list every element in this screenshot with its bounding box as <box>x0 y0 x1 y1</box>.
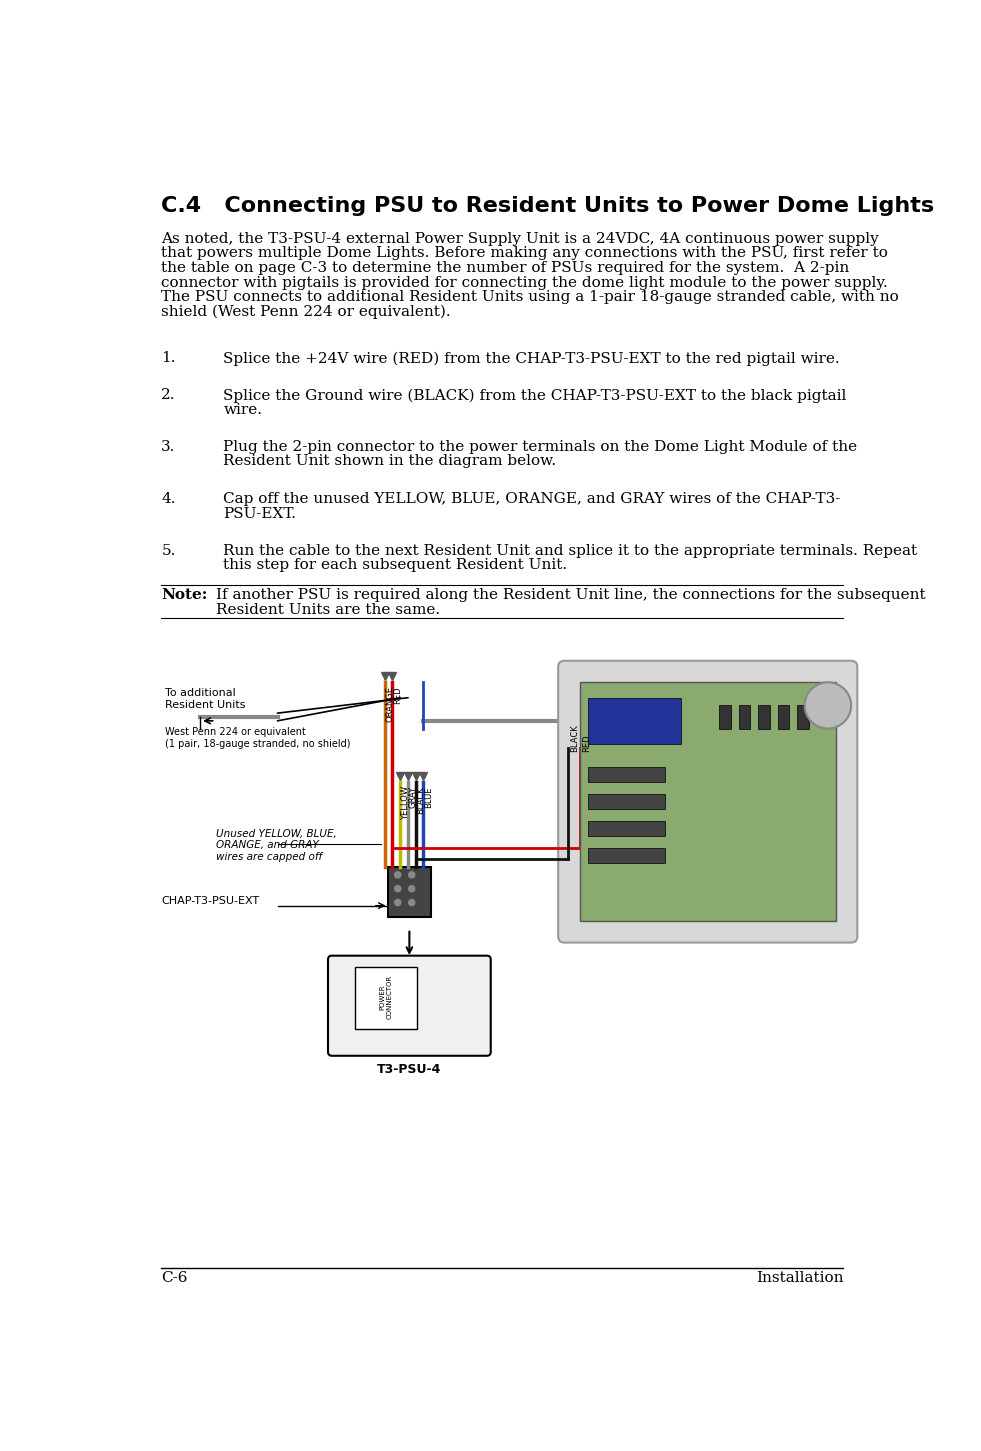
Bar <box>588 847 665 863</box>
Circle shape <box>409 872 415 878</box>
Text: wire.: wire. <box>224 403 262 416</box>
Circle shape <box>394 885 401 892</box>
Text: To additional
Resident Units: To additional Resident Units <box>165 688 246 710</box>
Text: If another PSU is required along the Resident Unit line, the connections for the: If another PSU is required along the Res… <box>216 588 925 602</box>
Circle shape <box>409 900 415 905</box>
Text: C.4   Connecting PSU to Resident Units to Power Dome Lights: C.4 Connecting PSU to Resident Units to … <box>162 196 935 216</box>
Text: shield (West Penn 224 or equivalent).: shield (West Penn 224 or equivalent). <box>162 305 451 319</box>
Bar <box>778 705 789 728</box>
Bar <box>588 768 665 782</box>
Text: PSU-EXT.: PSU-EXT. <box>224 506 296 521</box>
Bar <box>355 968 417 1029</box>
Text: West Penn 224 or equivalent
(1 pair, 18-gauge stranded, no shield): West Penn 224 or equivalent (1 pair, 18-… <box>165 727 351 749</box>
Text: Run the cable to the next Resident Unit and splice it to the appropriate termina: Run the cable to the next Resident Unit … <box>224 544 917 557</box>
Bar <box>388 868 431 917</box>
Text: CHAP-T3-PSU-EXT: CHAP-T3-PSU-EXT <box>162 897 260 905</box>
Circle shape <box>394 872 401 878</box>
Bar <box>719 705 731 728</box>
FancyBboxPatch shape <box>328 956 490 1056</box>
Text: Plug the 2-pin connector to the power terminals on the Dome Light Module of the: Plug the 2-pin connector to the power te… <box>224 440 857 454</box>
Text: Resident Units are the same.: Resident Units are the same. <box>216 604 439 617</box>
Text: T3-PSU-4: T3-PSU-4 <box>377 1064 441 1077</box>
Text: 5.: 5. <box>162 544 176 557</box>
Text: Note:: Note: <box>162 588 208 602</box>
Text: BLACK: BLACK <box>570 724 579 752</box>
Circle shape <box>409 885 415 892</box>
Bar <box>797 705 808 728</box>
Bar <box>580 682 836 921</box>
Text: the table on page C-3 to determine the number of PSUs required for the system.  : the table on page C-3 to determine the n… <box>162 261 850 276</box>
Text: that powers multiple Dome Lights. Before making any connections with the PSU, fi: that powers multiple Dome Lights. Before… <box>162 247 888 261</box>
Text: this step for each subsequent Resident Unit.: this step for each subsequent Resident U… <box>224 559 567 572</box>
FancyBboxPatch shape <box>558 660 857 943</box>
Text: BLUE: BLUE <box>424 786 433 808</box>
Text: Unused YELLOW, BLUE,
ORANGE, and GRAY
wires are capped off: Unused YELLOW, BLUE, ORANGE, and GRAY wi… <box>216 829 336 862</box>
Bar <box>588 794 665 810</box>
Text: Splice the Ground wire (BLACK) from the CHAP-T3-PSU-EXT to the black pigtail: Splice the Ground wire (BLACK) from the … <box>224 389 847 402</box>
Text: BLACK: BLACK <box>416 786 426 814</box>
Text: 1.: 1. <box>162 351 176 366</box>
Bar <box>588 698 681 744</box>
Text: 2.: 2. <box>162 389 176 402</box>
Text: Splice the +24V wire (RED) from the CHAP-T3-PSU-EXT to the red pigtail wire.: Splice the +24V wire (RED) from the CHAP… <box>224 351 840 366</box>
Text: RED: RED <box>582 734 592 752</box>
Text: The PSU connects to additional Resident Units using a 1-pair 18-gauge stranded c: The PSU connects to additional Resident … <box>162 290 900 305</box>
Text: 4.: 4. <box>162 492 176 506</box>
Text: C-6: C-6 <box>162 1271 188 1286</box>
Text: As noted, the T3-PSU-4 external Power Supply Unit is a 24VDC, 4A continuous powe: As noted, the T3-PSU-4 external Power Su… <box>162 232 879 245</box>
Bar <box>739 705 750 728</box>
Text: Resident Unit shown in the diagram below.: Resident Unit shown in the diagram below… <box>224 454 556 469</box>
Text: POWER
CONNECTOR: POWER CONNECTOR <box>380 975 392 1019</box>
Text: West Penn 224 or equivalent
(1 pair, 18-gauge stranded, no shield): West Penn 224 or equivalent (1 pair, 18-… <box>603 720 789 741</box>
Text: YELLOW: YELLOW <box>401 786 410 820</box>
Text: Cap off the unused YELLOW, BLUE, ORANGE, and GRAY wires of the CHAP-T3-: Cap off the unused YELLOW, BLUE, ORANGE,… <box>224 492 841 506</box>
Text: ORANGE: ORANGE <box>386 686 394 723</box>
Bar <box>758 705 770 728</box>
Text: GRAY: GRAY <box>409 786 418 808</box>
Text: 3.: 3. <box>162 440 176 454</box>
Text: connector with pigtails is provided for connecting the dome light module to the : connector with pigtails is provided for … <box>162 276 888 290</box>
Circle shape <box>394 900 401 905</box>
Bar <box>588 821 665 836</box>
Text: RED: RED <box>393 686 402 704</box>
Text: Installation: Installation <box>756 1271 844 1286</box>
Ellipse shape <box>804 682 852 728</box>
